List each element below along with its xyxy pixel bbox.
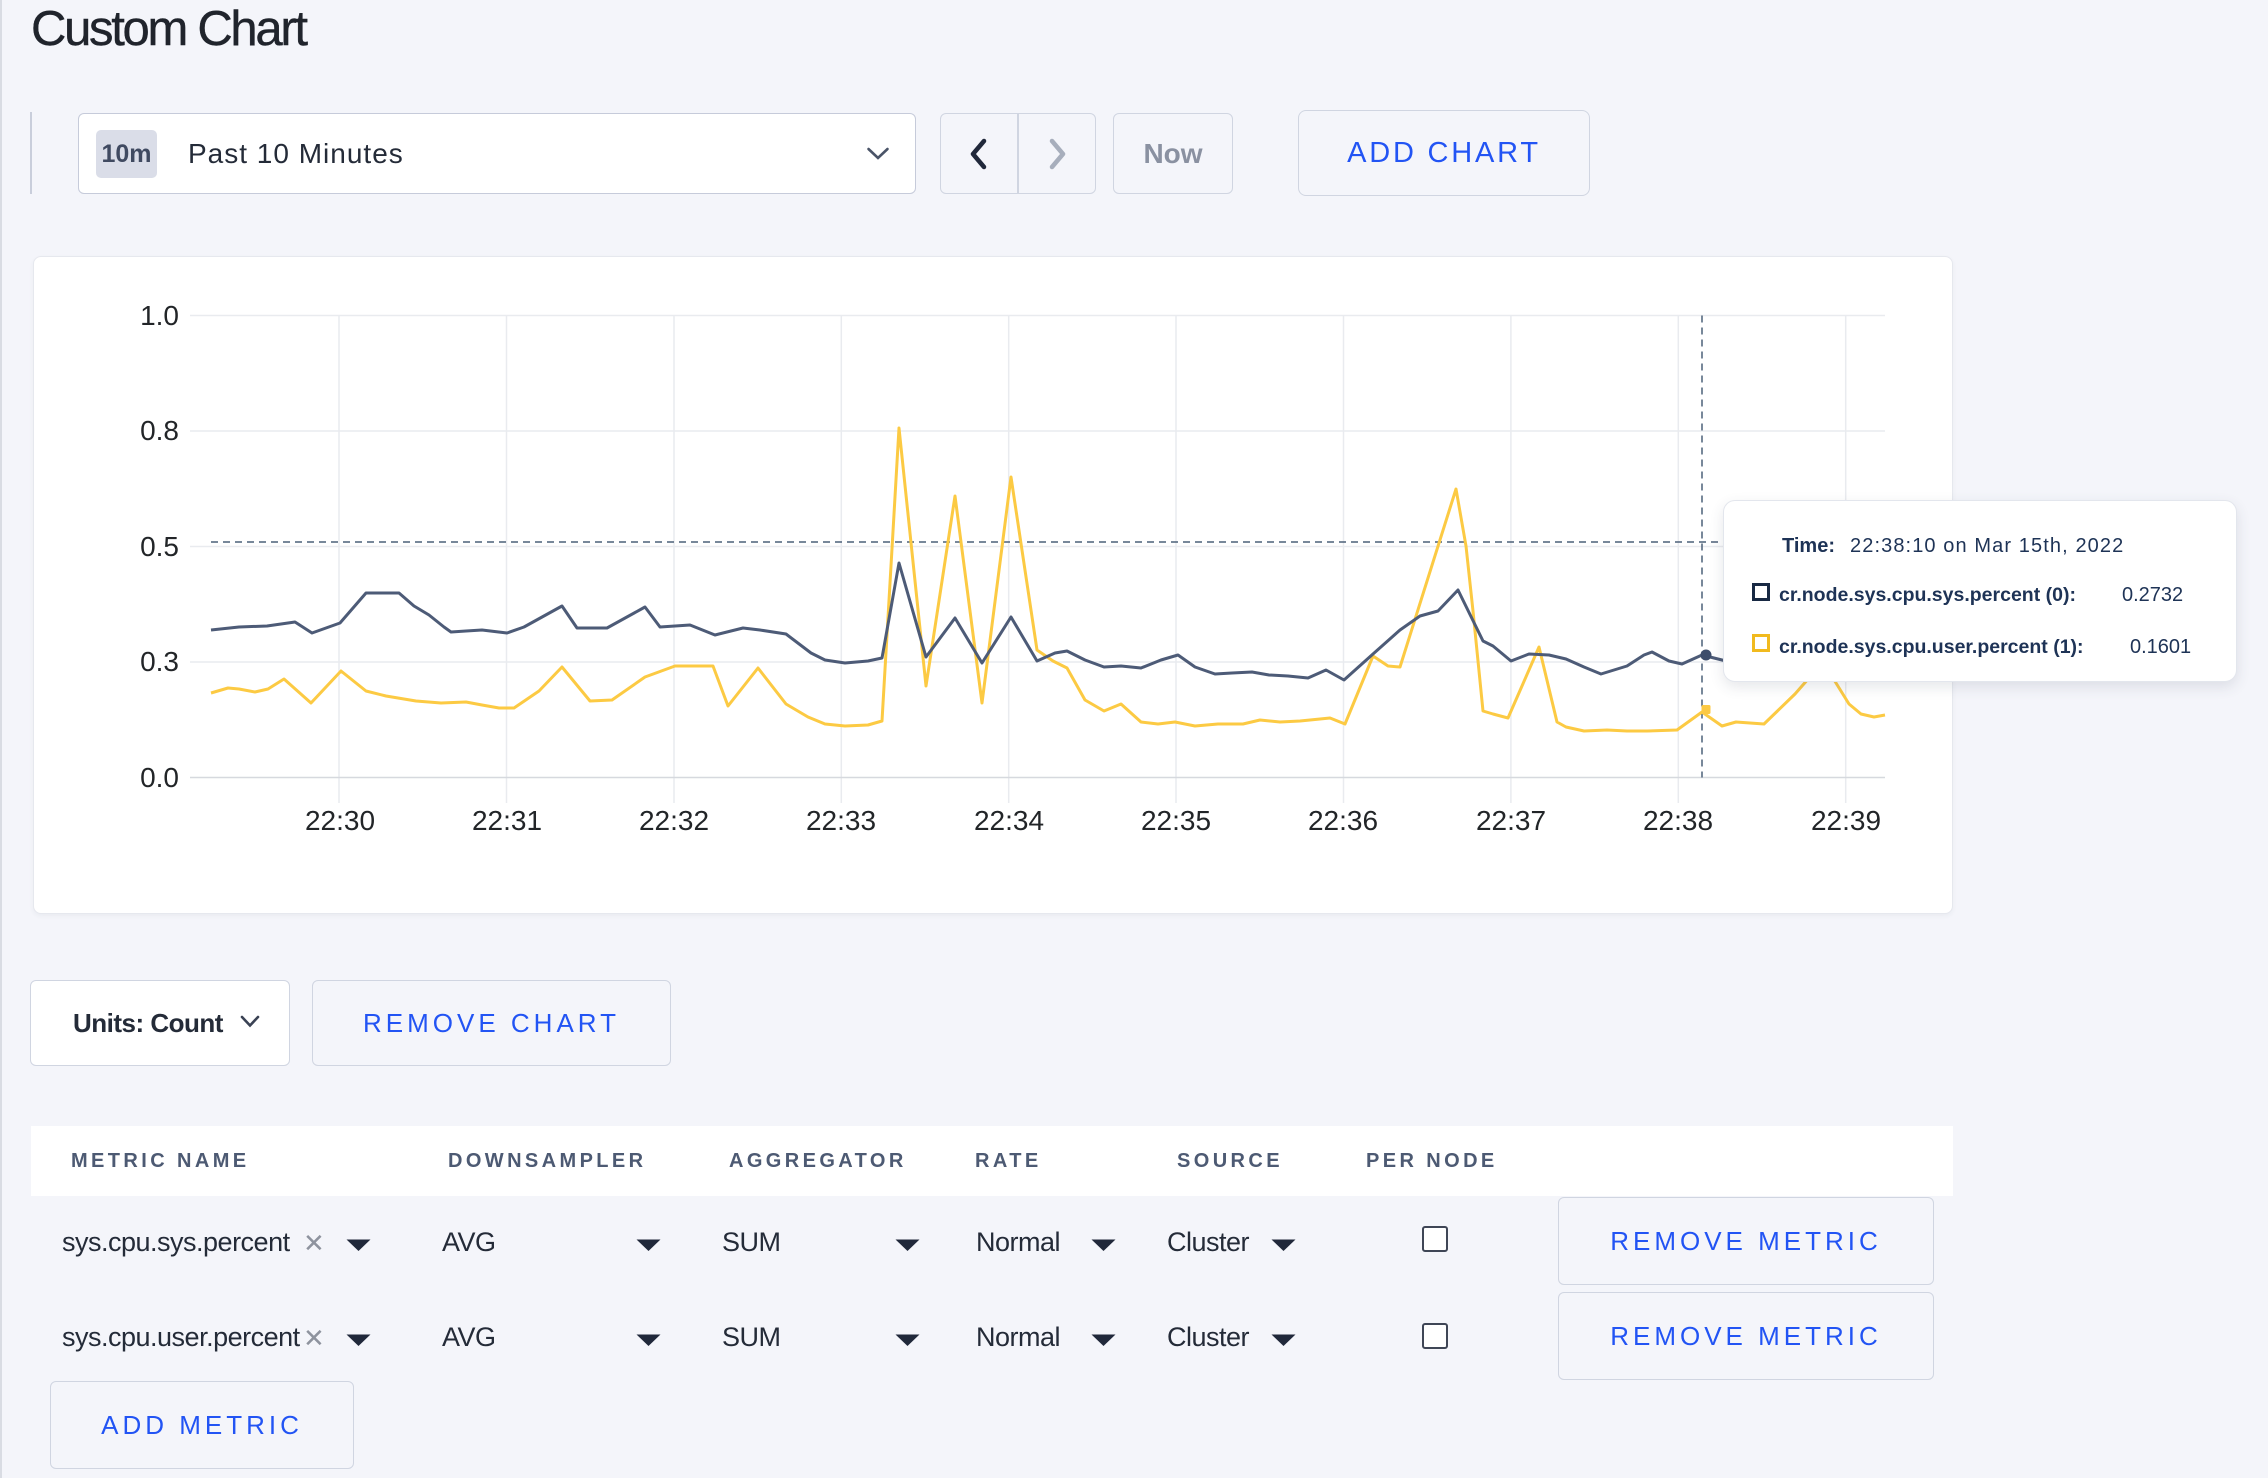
svg-text:22:31: 22:31 [472, 805, 542, 836]
svg-text:22:32: 22:32 [639, 805, 709, 836]
svg-text:22:30: 22:30 [305, 805, 375, 836]
svg-text:0.3: 0.3 [140, 646, 179, 677]
svg-text:22:37: 22:37 [1476, 805, 1546, 836]
svg-text:0.0: 0.0 [140, 762, 179, 793]
svg-text:22:36: 22:36 [1308, 805, 1378, 836]
svg-text:22:35: 22:35 [1141, 805, 1211, 836]
svg-text:1.0: 1.0 [140, 300, 179, 331]
svg-text:22:38: 22:38 [1643, 805, 1713, 836]
svg-text:22:39: 22:39 [1811, 805, 1881, 836]
svg-text:0.8: 0.8 [140, 415, 179, 446]
svg-text:22:34: 22:34 [974, 805, 1044, 836]
svg-text:22:33: 22:33 [806, 805, 876, 836]
svg-text:0.5: 0.5 [140, 531, 179, 562]
